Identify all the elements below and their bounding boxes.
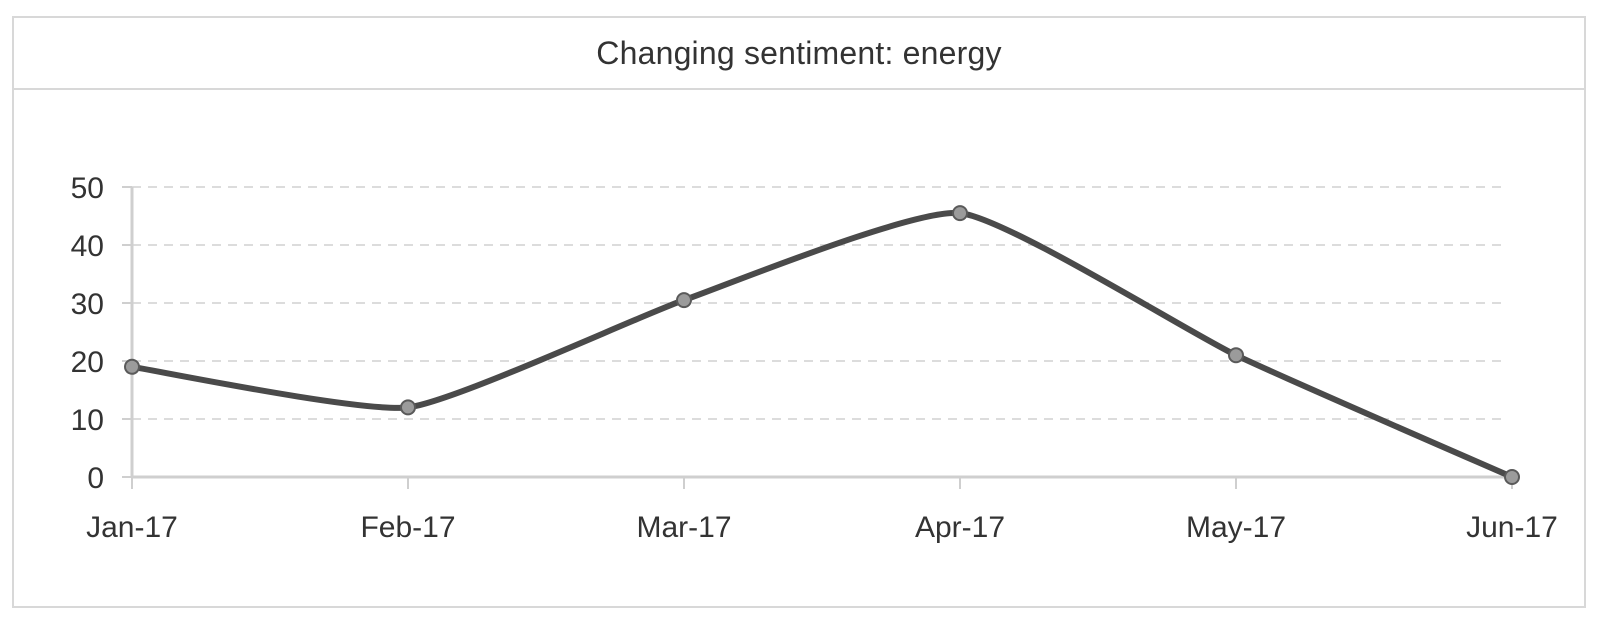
series (129, 210, 1515, 480)
data-point-Jan-17 (124, 358, 140, 375)
series-line-0 (129, 210, 1515, 480)
x-tick-label: Apr-17 (915, 511, 1005, 544)
chart-panel: Changing sentiment: energy (12, 16, 1586, 608)
chart-title: Changing sentiment: energy (596, 34, 1002, 71)
panel-header: Changing sentiment: energy (14, 18, 1584, 90)
data-point-Mar-17 (676, 292, 692, 309)
gridlines (132, 186, 1502, 420)
data-point-Apr-17 (952, 205, 968, 222)
x-tick-label: Jan-17 (86, 511, 178, 544)
data-point-Feb-17 (400, 399, 416, 416)
data-points (124, 205, 1520, 485)
x-axis-tick-labels: Jan-17 Feb-17 Mar-17 Apr-17 May-17 Jun-17 (86, 511, 1558, 544)
y-axis-tick-labels: 0 10 20 30 40 50 (71, 172, 104, 495)
x-tick-label: Mar-17 (636, 511, 731, 544)
x-tick-label: Feb-17 (360, 511, 455, 544)
x-tick-label: May-17 (1186, 511, 1286, 544)
y-tick-label: 20 (71, 346, 104, 379)
x-tick-label: Jun-17 (1466, 511, 1558, 544)
data-point-May-17 (1228, 347, 1244, 364)
y-tick-label: 0 (87, 462, 104, 495)
y-tick-label: 50 (71, 172, 104, 205)
y-tick-label: 10 (71, 404, 104, 437)
data-point-Jun-17 (1504, 469, 1520, 485)
axes (122, 186, 1513, 489)
y-tick-label: 30 (71, 288, 104, 321)
y-tick-label: 40 (71, 230, 104, 263)
